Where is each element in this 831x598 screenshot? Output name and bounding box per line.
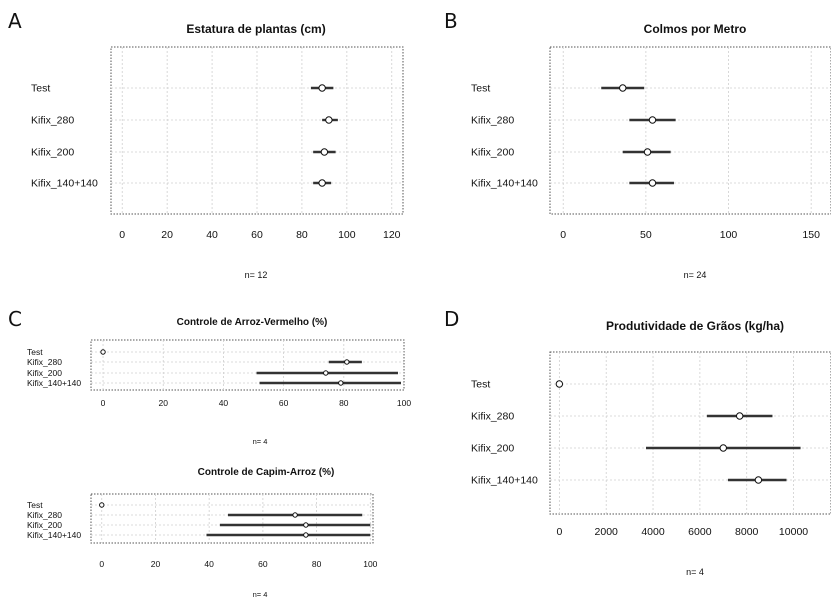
mean-point (719, 444, 727, 452)
sample-size-label: n= 24 (684, 270, 707, 280)
x-tick-label: 100 (720, 229, 738, 241)
chart-estatura-de-plantas: Estatura de plantas (cm) Test Kifix_280 Kif… (31, 22, 404, 280)
mean-point (303, 532, 309, 538)
category-label: Kifix_140+140 (471, 178, 538, 190)
sample-size-label: n= 12 (245, 270, 268, 280)
panel-letter-b: B (444, 9, 458, 33)
mean-point (100, 349, 106, 355)
mean-point (648, 179, 657, 187)
mean-point (619, 84, 627, 92)
mean-point (344, 359, 350, 365)
panel-letter-d: D (444, 307, 459, 331)
x-tick-label: 150 (802, 229, 820, 241)
category-label: Kifix_200 (471, 443, 514, 455)
chart-controle-arroz-vermelho: Controle de Arroz-Vermelho (%)TestKifix_… (27, 317, 411, 446)
x-tick-label: 60 (258, 559, 268, 569)
category-label: Kifix_280 (27, 357, 62, 367)
mean-point (643, 148, 652, 156)
category-label: Kifix_280 (27, 510, 62, 520)
category-label: Kifix_200 (31, 147, 74, 159)
mean-point (325, 116, 333, 124)
x-tick-label: 120 (383, 229, 401, 241)
x-tick-label: 40 (219, 398, 229, 408)
category-label: Kifix_200 (27, 520, 62, 530)
x-tick-label: 0 (556, 526, 562, 538)
mean-point (735, 412, 744, 420)
x-tick-label: 10000 (779, 526, 808, 538)
x-tick-label: 20 (158, 398, 168, 408)
plot-frame (110, 46, 404, 215)
mean-point (318, 84, 326, 92)
x-tick-label: 6000 (688, 526, 712, 538)
category-label: Kifix_140+140 (471, 475, 538, 487)
x-tick-label: 60 (279, 398, 289, 408)
category-label: Kifix_140+140 (27, 530, 81, 540)
category-label: Kifix_140+140 (27, 378, 81, 388)
chart-produtividade-de-graos: Produtividade de Grãos (kg/ha) Test Kifix_… (471, 319, 831, 577)
chart-title: Estatura de plantas (cm) (186, 22, 325, 36)
plot-frame (90, 339, 405, 391)
plot-frame (549, 351, 831, 515)
category-label: Kifix_280 (31, 115, 74, 127)
mean-point (99, 502, 105, 508)
category-label: Kifix_280 (471, 115, 514, 127)
mean-point (303, 522, 309, 528)
x-tick-label: 20 (161, 229, 173, 241)
category-label: Test (27, 347, 43, 357)
chart-title: Produtividade de Grãos (kg/ha) (606, 319, 784, 333)
x-tick-label: 4000 (641, 526, 665, 538)
mean-point (555, 380, 564, 388)
x-tick-label: 80 (339, 398, 349, 408)
mean-point (292, 512, 298, 518)
mean-point (338, 380, 344, 386)
category-label: Test (27, 500, 43, 510)
x-tick-label: 0 (560, 229, 566, 241)
panel-letter-a: A (8, 9, 22, 33)
category-label: Test (471, 83, 490, 95)
chart-controle-capim-arroz: Controle de Capim-Arroz (%) TestKifix_280… (27, 467, 378, 598)
mean-point (318, 179, 326, 187)
x-tick-label: 100 (363, 559, 377, 569)
x-tick-label: 80 (312, 559, 322, 569)
panel-letter-c: C (8, 307, 22, 331)
x-tick-label: 2000 (595, 526, 619, 538)
x-tick-label: 80 (296, 229, 308, 241)
sample-size-label: n= 4 (253, 590, 268, 598)
category-label: Test (471, 379, 490, 391)
x-tick-label: 100 (397, 398, 411, 408)
mean-point (323, 370, 329, 376)
mean-point (320, 148, 329, 156)
plot-frame (90, 493, 374, 544)
sample-size-label: n= 4 (686, 567, 704, 577)
x-tick-label: 40 (206, 229, 218, 241)
x-tick-label: 100 (338, 229, 356, 241)
plot-frame (549, 46, 831, 215)
category-label: Kifix_200 (471, 147, 514, 159)
x-tick-label: 8000 (735, 526, 759, 538)
mean-point (648, 116, 657, 124)
category-label: Test (31, 83, 50, 95)
x-tick-label: 0 (101, 398, 106, 408)
chart-title: Controle de Arroz-Vermelho (%) (177, 317, 328, 328)
x-tick-label: 20 (151, 559, 161, 569)
category-label: Kifix_280 (471, 411, 514, 423)
x-tick-label: 0 (119, 229, 125, 241)
chart-title: Controle de Capim-Arroz (%) (198, 467, 335, 478)
category-label: Kifix_200 (27, 368, 62, 378)
mean-point (754, 476, 763, 484)
chart-colmos-por-metro: Colmos por Metro Test Kifix_280 Kifix_200 Ki… (471, 22, 831, 280)
x-tick-label: 40 (204, 559, 214, 569)
x-tick-label: 0 (99, 559, 104, 569)
sample-size-label: n= 4 (253, 437, 268, 446)
x-tick-label: 50 (640, 229, 652, 241)
chart-title: Colmos por Metro (644, 22, 747, 36)
category-label: Kifix_140+140 (31, 178, 98, 190)
x-tick-label: 60 (251, 229, 263, 241)
